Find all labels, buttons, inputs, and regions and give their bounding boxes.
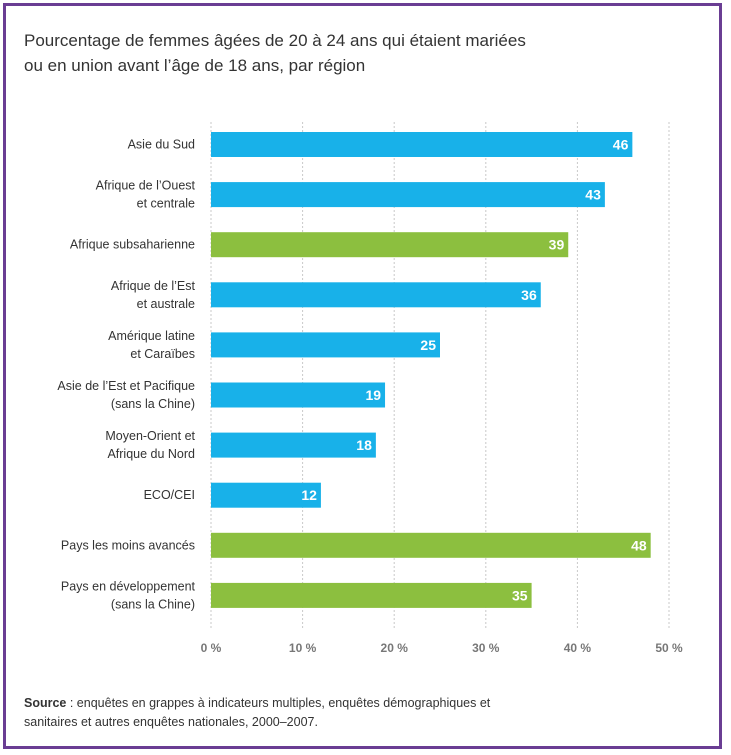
chart-title-line-1: Pourcentage de femmes âgées de 20 à 24 a… (24, 31, 526, 50)
bar (211, 132, 633, 157)
category-label: Moyen-Orient et Afrique du Nord (105, 429, 195, 461)
category-label: Asie de l’Est et Pacifique (sans la Chine… (57, 379, 195, 411)
bar-value-label: 39 (549, 237, 565, 253)
source-text-2: sanitaires et autres enquêtes nationales… (24, 715, 318, 729)
source-note: Source : enquêtes en grappes à indicateu… (24, 694, 704, 732)
bar (211, 482, 321, 508)
bar-value-label: 36 (521, 287, 537, 303)
x-tick-label: 30 % (472, 641, 500, 655)
bar-value-label: 19 (365, 387, 381, 403)
bar-value-label: 18 (356, 437, 372, 453)
x-tick-label: 10 % (289, 641, 317, 655)
bar-value-label: 12 (301, 487, 317, 503)
x-tick-label: 50 % (655, 641, 683, 655)
x-tick-label: 20 % (381, 641, 409, 655)
bar (211, 582, 532, 608)
category-label: ECO/CEI (144, 488, 195, 502)
bar-chart: 0 % 10 % 20 % 30 % 40 % 50 % 46 Asie du Sud 43 Af… (57, 122, 683, 655)
category-label: Afrique de l’Ouest et centrale (96, 179, 196, 211)
bar-value-label: 48 (631, 537, 647, 553)
bar-value-label: 35 (512, 587, 528, 603)
bar-value-label: 25 (420, 337, 436, 353)
bar (211, 232, 569, 258)
category-label: Asie du Sud (128, 138, 195, 152)
bar-value-label: 43 (585, 187, 601, 203)
bar (211, 282, 541, 308)
bar (211, 382, 386, 408)
chart-title: Pourcentage de femmes âgées de 20 à 24 a… (24, 28, 684, 78)
source-label: Source (24, 696, 67, 710)
category-label: Pays les moins avancés (61, 538, 195, 552)
category-label: Amérique latine et Caraïbes (108, 329, 195, 361)
chart-frame (3, 3, 722, 749)
category-label: Afrique de l’Est et australe (111, 279, 196, 311)
category-label: Afrique subsaharienne (70, 238, 195, 252)
category-label: Pays en développement (sans la Chine) (61, 579, 196, 611)
bar (211, 532, 651, 558)
x-tick-label: 40 % (564, 641, 592, 655)
bar (211, 432, 376, 458)
source-text-1: : enquêtes en grappes à indicateurs mult… (66, 696, 491, 710)
x-tick-label: 0 % (201, 641, 222, 655)
bar (211, 332, 440, 358)
bar (211, 182, 605, 208)
bar-value-label: 46 (613, 137, 629, 153)
chart-title-line-2: ou en union avant l’âge de 18 ans, par r… (24, 56, 366, 75)
